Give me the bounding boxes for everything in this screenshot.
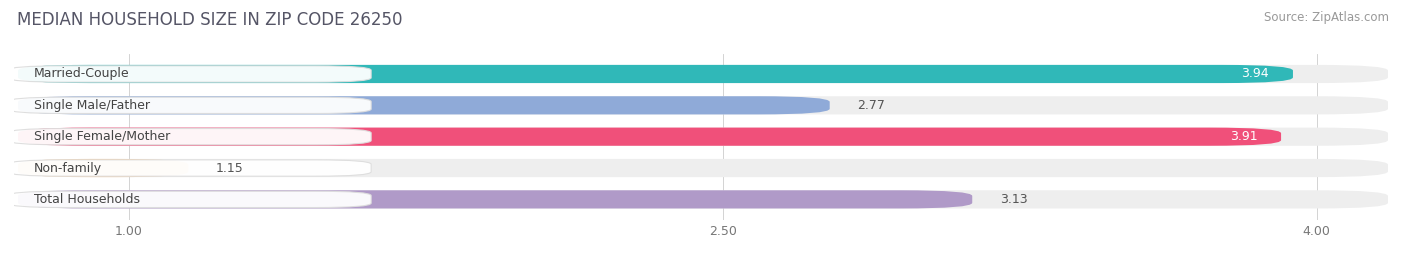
Text: 3.91: 3.91 — [1230, 130, 1257, 143]
Text: 1.15: 1.15 — [217, 162, 243, 174]
Text: 3.94: 3.94 — [1241, 68, 1270, 80]
FancyBboxPatch shape — [8, 191, 371, 207]
FancyBboxPatch shape — [18, 96, 830, 114]
FancyBboxPatch shape — [8, 66, 371, 82]
Text: 3.13: 3.13 — [1000, 193, 1028, 206]
FancyBboxPatch shape — [18, 128, 1281, 146]
Text: Total Households: Total Households — [34, 193, 139, 206]
FancyBboxPatch shape — [18, 159, 1388, 177]
FancyBboxPatch shape — [18, 159, 188, 177]
FancyBboxPatch shape — [18, 190, 1388, 209]
Text: Non-family: Non-family — [34, 162, 103, 174]
FancyBboxPatch shape — [18, 96, 1388, 114]
FancyBboxPatch shape — [8, 160, 371, 176]
Text: Source: ZipAtlas.com: Source: ZipAtlas.com — [1264, 11, 1389, 24]
FancyBboxPatch shape — [18, 65, 1388, 83]
Text: Married-Couple: Married-Couple — [34, 68, 129, 80]
FancyBboxPatch shape — [8, 129, 371, 145]
Text: MEDIAN HOUSEHOLD SIZE IN ZIP CODE 26250: MEDIAN HOUSEHOLD SIZE IN ZIP CODE 26250 — [17, 11, 402, 29]
FancyBboxPatch shape — [18, 128, 1388, 146]
Text: Single Female/Mother: Single Female/Mother — [34, 130, 170, 143]
Text: 2.77: 2.77 — [858, 99, 886, 112]
FancyBboxPatch shape — [18, 65, 1294, 83]
Text: Single Male/Father: Single Male/Father — [34, 99, 150, 112]
FancyBboxPatch shape — [8, 97, 371, 113]
FancyBboxPatch shape — [18, 190, 972, 209]
